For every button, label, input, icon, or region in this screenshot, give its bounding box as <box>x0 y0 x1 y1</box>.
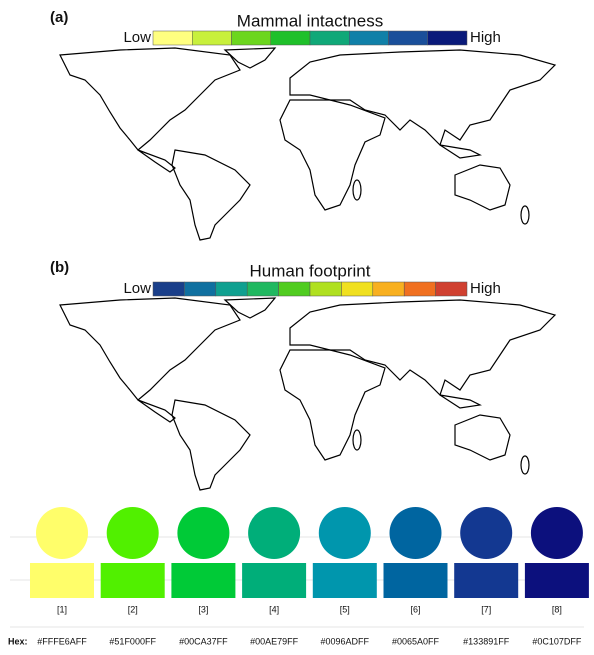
swatch-circle <box>318 507 371 559</box>
swatch-index: [5] <box>340 604 350 614</box>
swatch-hex: #51F000FF <box>109 636 156 646</box>
swatch-block <box>100 563 165 598</box>
swatch-hex: #FFFE6AFF <box>37 636 87 646</box>
scale-segment <box>435 281 468 297</box>
swatch-index: [2] <box>128 604 138 614</box>
coastline <box>59 297 556 491</box>
swatch-circle <box>248 507 301 559</box>
swatch-circle <box>530 507 583 559</box>
swatch-block <box>171 563 236 598</box>
swatch-circle <box>177 507 230 559</box>
map <box>60 48 555 240</box>
map <box>60 298 555 490</box>
swatch-index: [4] <box>269 604 279 614</box>
swatch-hex: #0065A0FF <box>392 636 440 646</box>
swatch-index: [1] <box>57 604 67 614</box>
swatch-index: [8] <box>552 604 562 614</box>
scale-segment <box>349 30 389 46</box>
swatch-circle <box>389 507 442 559</box>
scale-segment <box>192 30 232 46</box>
panel-title: Human footprint <box>250 261 371 280</box>
swatch-circle <box>460 507 513 559</box>
panel-title: Mammal intactness <box>237 11 383 30</box>
hex-label: Hex: <box>8 636 28 646</box>
scale-segment <box>403 281 436 297</box>
swatch-circle <box>36 507 88 559</box>
scale-segment <box>309 281 342 297</box>
swatch-hex: #00AE79FF <box>250 636 299 646</box>
swatch-block <box>524 563 589 598</box>
swatch-block <box>454 563 519 598</box>
swatch-circle <box>106 507 159 559</box>
swatch-index: [6] <box>410 604 420 614</box>
scale-segment <box>278 281 311 297</box>
swatch-hex: #0096ADFF <box>321 636 370 646</box>
swatch-block <box>312 563 377 598</box>
scale-segment <box>388 30 428 46</box>
scale-segment <box>270 30 311 46</box>
scale-segment <box>246 281 279 297</box>
scale-segment <box>427 30 468 46</box>
coastline <box>59 47 556 241</box>
swatch-hex: #00CA37FF <box>179 636 228 646</box>
scale-segment <box>341 281 374 297</box>
scale-segment <box>152 30 193 46</box>
swatch-block <box>30 563 94 598</box>
swatch-block <box>383 563 448 598</box>
scale-segment <box>184 281 217 297</box>
scale-high: High <box>470 29 501 46</box>
swatch-hex: #0C107DFF <box>532 636 582 646</box>
scale-segment <box>215 281 248 297</box>
panel-label: (a) <box>50 9 68 26</box>
scale-segment <box>152 281 185 297</box>
scale-low: Low <box>123 280 151 297</box>
swatch-hex: #133891FF <box>463 636 510 646</box>
panel-label: (b) <box>50 259 69 276</box>
swatch-index: [3] <box>198 604 208 614</box>
scale-segment <box>231 30 271 46</box>
scale-segment <box>372 281 405 297</box>
scale-segment <box>309 30 350 46</box>
scale-high: High <box>470 280 501 297</box>
scale-low: Low <box>123 29 151 46</box>
swatch-index: [7] <box>481 604 491 614</box>
swatch-block <box>242 563 307 598</box>
